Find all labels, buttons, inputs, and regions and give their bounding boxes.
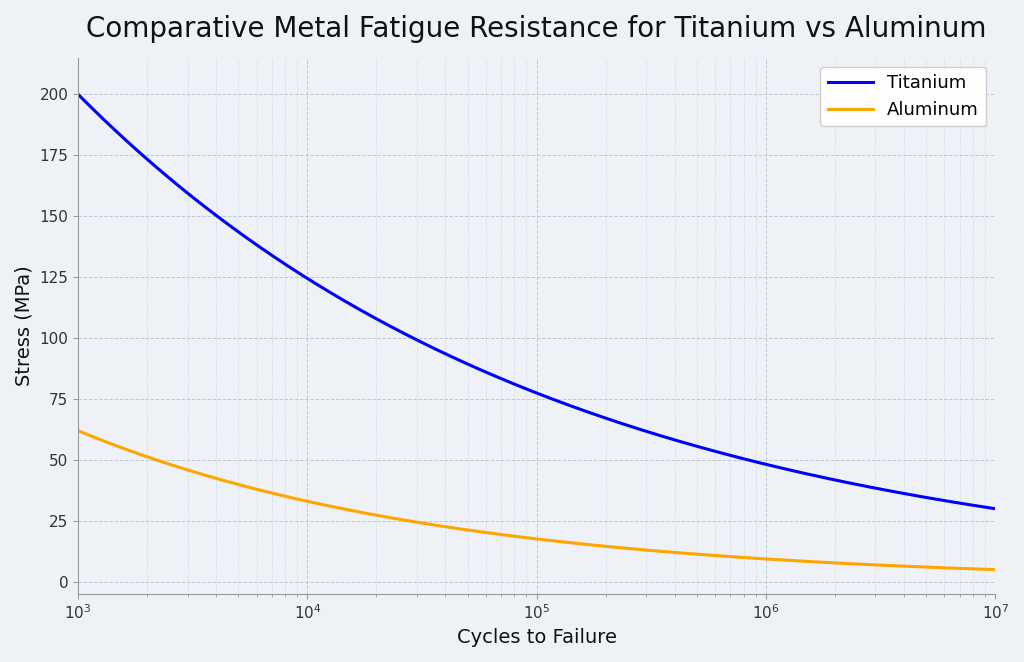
Title: Comparative Metal Fatigue Resistance for Titanium vs Aluminum: Comparative Metal Fatigue Resistance for… — [86, 15, 987, 43]
Titanium — [72, 91, 84, 99]
Line: Aluminum: Aluminum — [78, 431, 995, 569]
X-axis label: Cycles to Failure: Cycles to Failure — [457, 628, 616, 647]
Aluminum — [119, 445, 131, 453]
Titanium — [119, 136, 131, 144]
Aluminum — [72, 427, 84, 435]
Titanium — [518, 384, 530, 392]
Aluminum — [494, 530, 506, 538]
Aluminum — [989, 565, 1001, 573]
Y-axis label: Stress (MPa): Stress (MPa) — [15, 265, 34, 387]
Titanium — [795, 469, 807, 477]
Line: Titanium: Titanium — [78, 95, 995, 508]
Legend: Titanium, Aluminum: Titanium, Aluminum — [820, 67, 986, 126]
Aluminum — [518, 534, 530, 542]
Titanium — [963, 500, 975, 508]
Aluminum — [963, 565, 975, 573]
Aluminum — [963, 565, 975, 573]
Titanium — [963, 500, 975, 508]
Titanium — [989, 504, 1001, 512]
Aluminum — [795, 557, 807, 565]
Titanium — [494, 374, 506, 382]
